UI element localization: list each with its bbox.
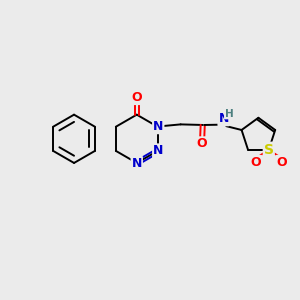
Text: O: O xyxy=(197,137,207,150)
Text: N: N xyxy=(132,157,142,170)
Text: N: N xyxy=(218,112,229,125)
Text: O: O xyxy=(276,156,287,169)
Text: N: N xyxy=(153,120,164,133)
Text: S: S xyxy=(264,143,274,157)
Text: N: N xyxy=(153,144,164,158)
Text: H: H xyxy=(225,109,233,119)
Text: O: O xyxy=(131,91,142,104)
Text: O: O xyxy=(250,156,261,169)
